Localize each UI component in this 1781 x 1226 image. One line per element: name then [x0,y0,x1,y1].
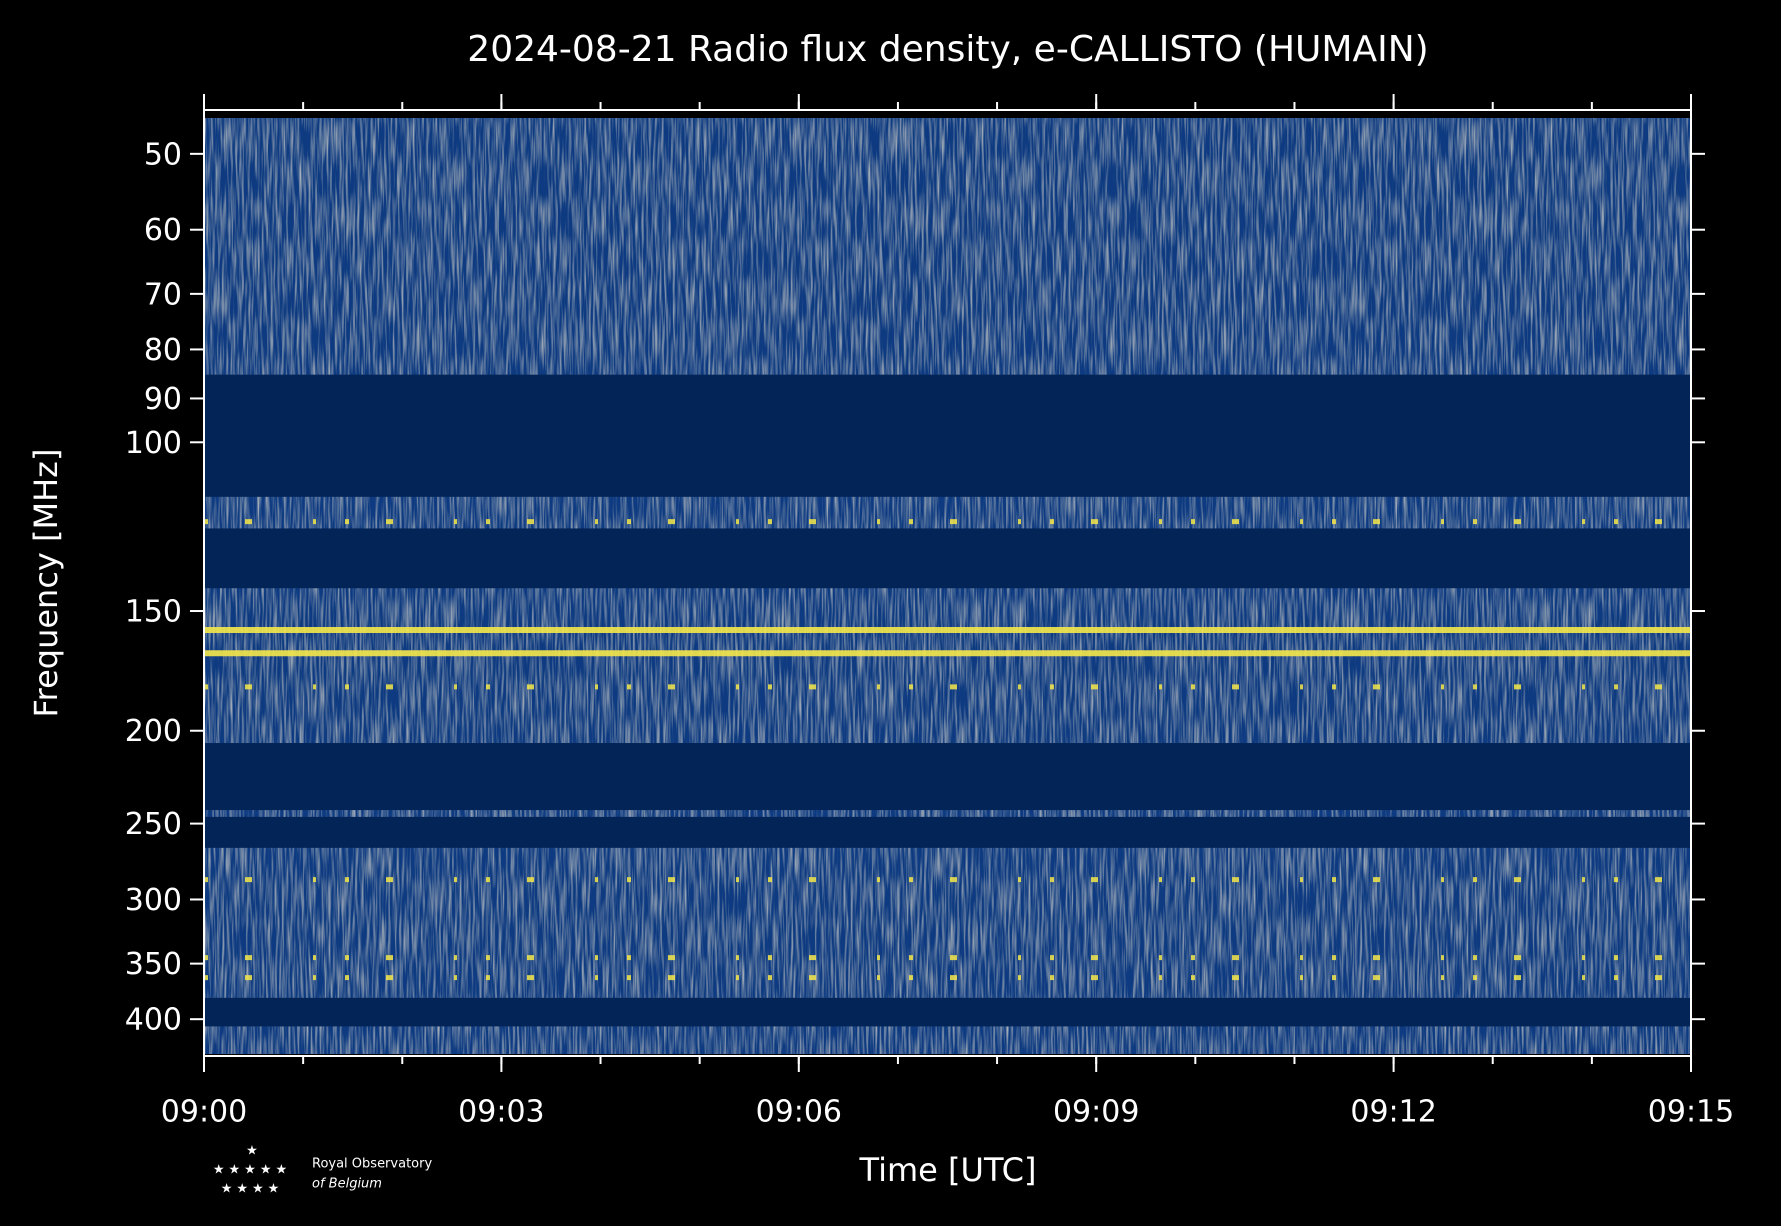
masked-band [204,997,1691,1027]
y-tick-label: 250 [125,807,182,842]
chart-title: 2024-08-21 Radio flux density, e-CALLIST… [467,29,1428,70]
plot-area [204,118,1691,1054]
masked-band [204,374,1691,497]
masked-band [204,816,1691,848]
y-tick-label: 100 [125,426,182,461]
logo-star: ★ [246,1144,258,1159]
logo-text: Royal Observatory [312,1157,432,1172]
x-tick-label: 09:12 [1350,1095,1436,1130]
y-tick-label: 200 [125,714,182,749]
x-tick-label: 09:15 [1648,1095,1734,1130]
logo-star: ★★★★★ [213,1163,291,1178]
x-tick-label: 09:00 [161,1095,247,1130]
y-tick-label: 350 [125,947,182,982]
x-tick-label: 09:06 [756,1095,842,1130]
plot-frame [203,109,1692,1057]
masked-band [204,743,1691,811]
y-tick-label: 400 [125,1003,182,1038]
x-axis-title: Time [UTC] [859,1151,1037,1189]
y-tick-label: 80 [144,333,182,368]
logo-text: of Belgium [312,1177,382,1192]
masked-band [204,528,1691,589]
y-axis-title: Frequency [MHz] [27,449,65,718]
y-tick-label: 50 [144,137,182,172]
y-tick-label: 300 [125,883,182,918]
logo-star: ★★★★ [221,1182,284,1197]
x-tick-label: 09:09 [1053,1095,1139,1130]
y-tick-label: 150 [125,595,182,630]
y-tick-label: 90 [144,382,182,417]
x-tick-label: 09:03 [458,1095,544,1130]
logo: ★ ★★★★★ ★★★★ Royal Observatory of Belgiu… [213,1144,433,1197]
y-tick-label: 70 [144,277,182,312]
y-tick-label: 60 [144,213,182,248]
